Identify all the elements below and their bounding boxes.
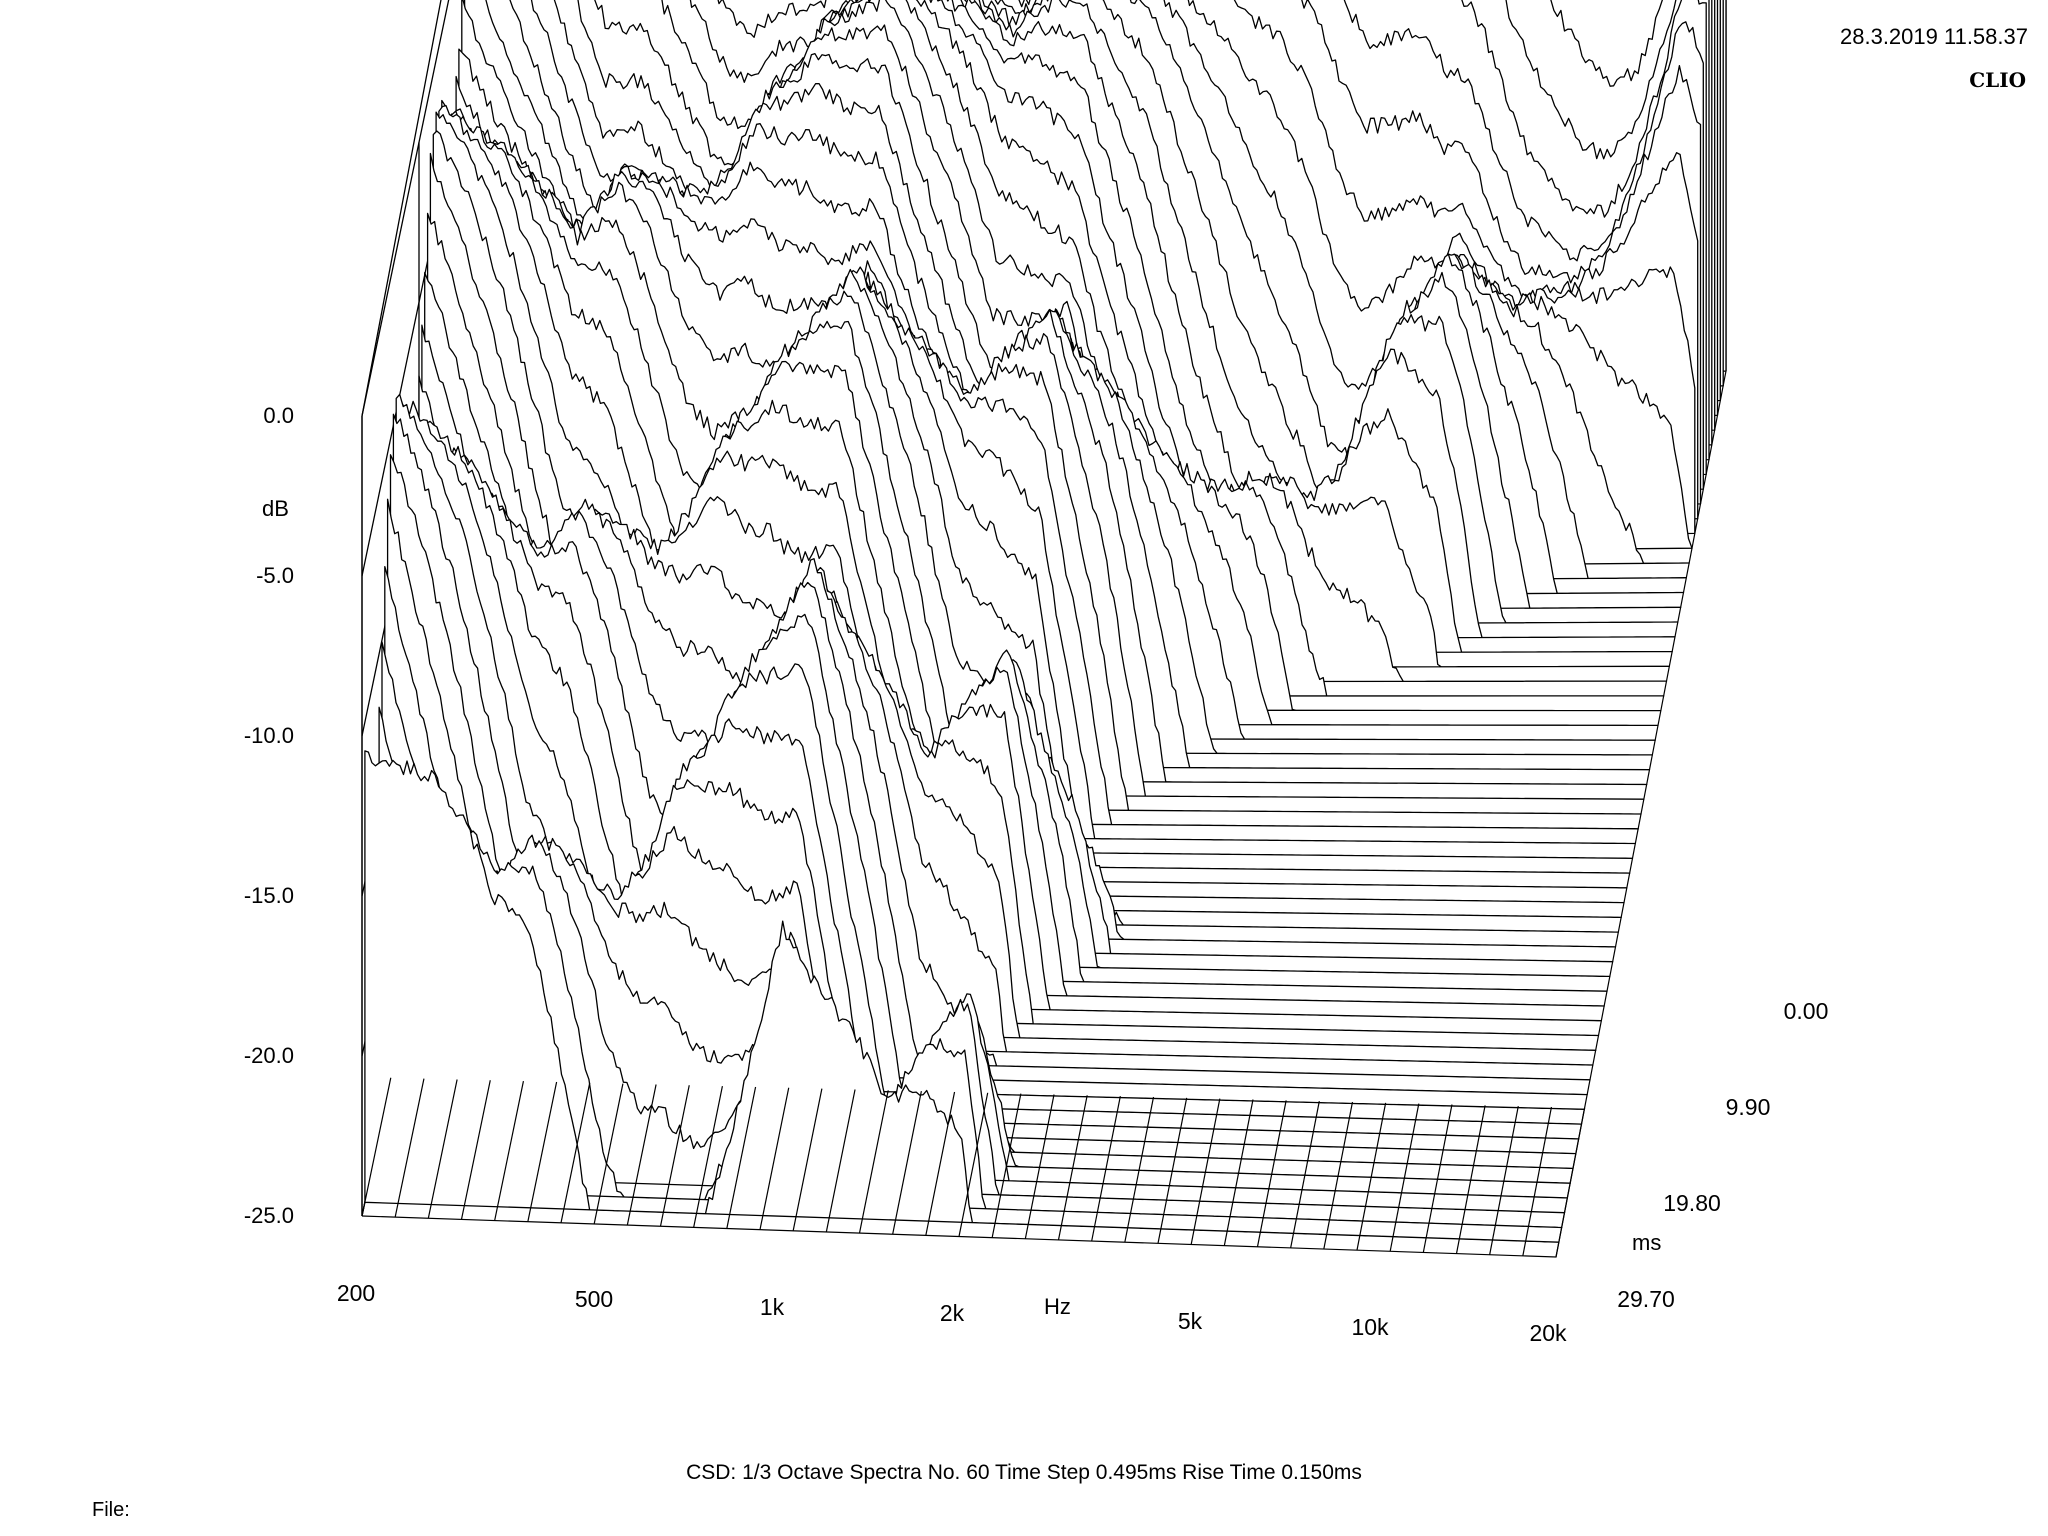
brand-logo: CLIO [1969,68,2026,92]
y-tick-label: -25.0 [243,1203,294,1228]
floor-gridline [1256,1100,1287,1247]
floor-gridline [958,1092,989,1237]
floor-edge [361,370,1727,1258]
x-tick-label: 1k [759,1294,785,1320]
t-tick-label: 0.00 [1783,998,1829,1024]
floor-gridline [1057,1095,1088,1241]
y-tick-label: 0.0 [263,403,294,428]
floor-gridline [1422,1104,1453,1253]
x-axis-title: Hz [1044,1294,1071,1319]
floor-gridline [1190,1098,1221,1245]
t-tick-label: 9.90 [1725,1094,1771,1120]
x-tick-label: 2k [939,1300,965,1326]
floor-gridline [892,1091,922,1235]
floor-gridline [991,1093,1022,1238]
floor-gridline [1489,1106,1519,1255]
y-gridline [361,0,450,417]
spectrum-slice [364,750,1560,1243]
floor-gridline [1356,1102,1387,1251]
floor-gridline [1522,1106,1553,1256]
floor-gridline [394,1078,425,1218]
timestamp: 28.3.2019 11.58.37 [1840,24,2028,49]
time-axis-title: ms [1632,1230,1662,1255]
measurement-summary: CSD: 1/3 Octave Spectra No. 60 Time Step… [686,1461,1362,1484]
spectrum-slice [372,801,1568,1199]
x-tick-label: 10k [1351,1314,1389,1340]
floor-gridline [1024,1094,1055,1239]
floor-gridline [1389,1103,1420,1252]
floor-gridline [593,1083,624,1225]
floor-gridline [825,1089,856,1233]
y-tick-label: -5.0 [256,563,294,588]
floor-gridline [1091,1096,1121,1242]
y-tick-label: -20.0 [243,1043,294,1068]
floor-gridline [460,1080,491,1220]
x-tick-label: 200 [336,1280,376,1306]
spectra-slices [364,0,1727,1243]
floor-gridline [527,1081,558,1222]
floor-gridline [726,1086,757,1229]
floor-gridline [759,1087,790,1230]
floor-gridline [361,1077,392,1217]
spectrum-slice [369,806,1566,1214]
floor-gridline [427,1079,458,1219]
y-tick-label: -15.0 [243,883,294,908]
t-tick-label: 29.70 [1617,1286,1675,1312]
floor-gridline [494,1081,525,1221]
y-tick-label: -10.0 [243,723,294,748]
t-tick-label: 19.80 [1663,1190,1721,1216]
floor-gridline [693,1086,723,1228]
floor-grid [361,370,1727,1258]
x-tick-label: 20k [1529,1320,1567,1346]
floor-gridline [659,1085,690,1227]
y-axis-title: dB [262,496,289,521]
floor-gridline [1157,1097,1188,1244]
floor-gridline [560,1082,591,1223]
floor-gridline [792,1088,823,1231]
floor-gridline [858,1090,889,1234]
x-tick-label: 500 [574,1286,614,1312]
floor-gridline [626,1084,657,1226]
floor-gridline [1323,1101,1354,1250]
floor-gridline [1290,1101,1320,1249]
floor-gridline [925,1091,956,1236]
floor-gridline [1124,1096,1155,1243]
x-tick-label: 5k [1177,1308,1203,1334]
floor-gridline [1223,1099,1254,1246]
floor-gridline [1455,1105,1486,1254]
file-label: File: [92,1499,130,1521]
